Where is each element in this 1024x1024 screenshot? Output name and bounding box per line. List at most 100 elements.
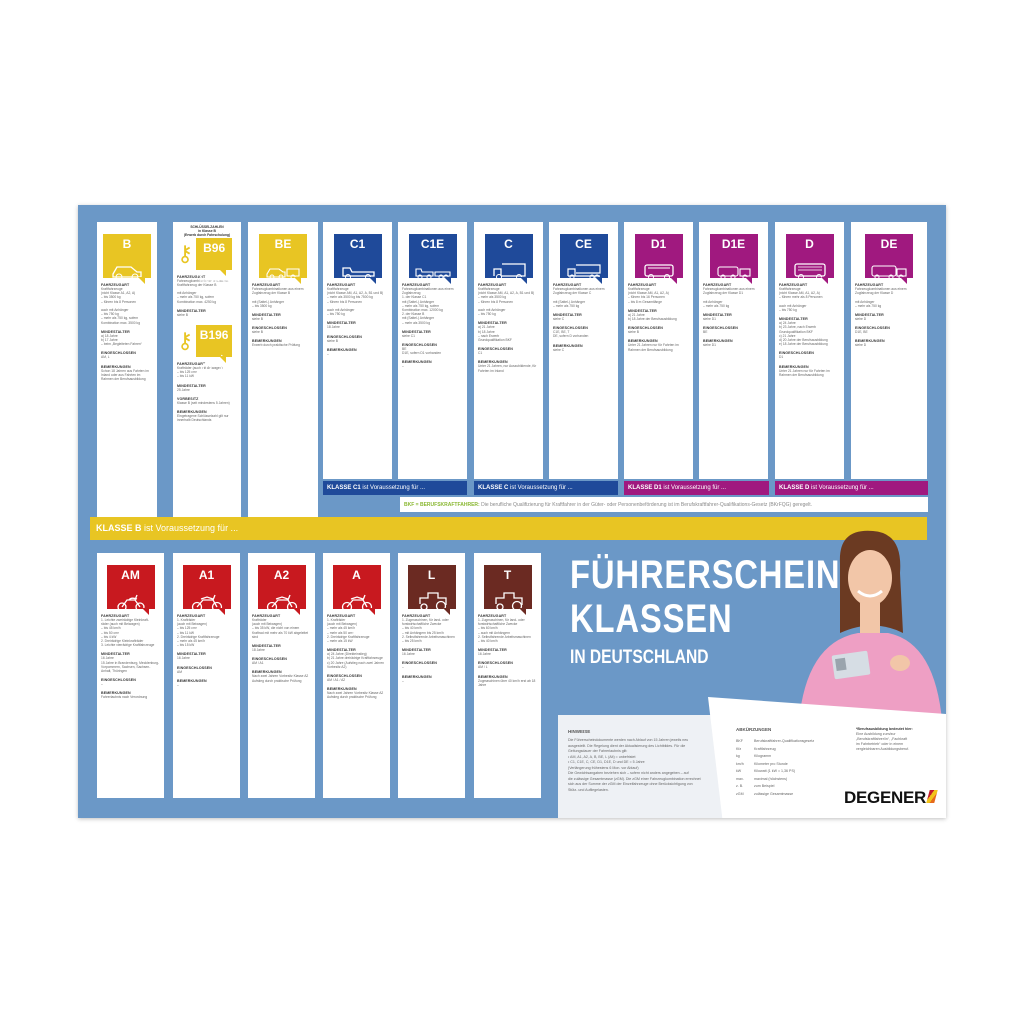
bemerkungen-text: – <box>177 682 179 687</box>
bemerkungen-label: BEMERKUNGEN <box>402 360 432 365</box>
bemerkungen-text: siehe D1 <box>703 343 717 348</box>
eingeschlossen-text: BE <box>703 330 708 335</box>
hinweis-line: Stütz- und Aufliegelasten. <box>568 787 609 792</box>
class-badge-D: D <box>785 234 834 284</box>
eingeschlossen-label: EINGESCHLOSSEN <box>252 657 287 662</box>
prerequisite-bar-klasse-d1: KLASSE D1 ist Voraussetzung für ... <box>624 481 769 495</box>
fahrzeugart-label: FAHRZEUGART <box>402 283 431 287</box>
key-icon: ⚷ <box>177 328 194 354</box>
mindestalter-text: siehe D1 <box>703 317 717 322</box>
footnote-line: im Fahrbetrieb“ oder in einem <box>856 742 904 746</box>
mindestalter-text: a) 24 Jahre b) 23 Jahre, nach Erwerb Gru… <box>779 321 828 347</box>
eingeschlossen-label: EINGESCHLOSSEN <box>628 326 663 331</box>
card-class-b96: SCHLÜSSELZAHLEN in Klasse B (Erwerb durc… <box>173 222 241 532</box>
fahrzeugart-b196-text: Krafträder (auch mit Beiwagen) – bis 125… <box>177 366 223 379</box>
abbreviation: Kfz <box>736 746 742 751</box>
bemerkungen-text: siehe C <box>553 347 565 352</box>
class-label: AM <box>121 568 140 582</box>
mindestalter-text: a) 21 Jahre b) 18 Jahre der Berufsausbil… <box>628 312 677 322</box>
fahrzeugart-label: FAHRZEUGART <box>252 614 281 618</box>
truck-trailer-icon <box>414 268 451 280</box>
class-badge-A1: A1 <box>182 565 231 615</box>
fahrzeugart-text: Fahrzeugkombinationen aus einem Zugfahrz… <box>703 287 755 308</box>
class-label: B96 <box>203 240 226 255</box>
class-label: A <box>352 568 361 582</box>
fahrzeugart-label: FAHRZEUGART <box>779 283 808 287</box>
bkf-note: BKF = BERUFSKRAFTFAHRER: Die berufliche … <box>400 497 928 512</box>
mindestalter-label: MINDESTALTER <box>855 313 884 318</box>
card-class-a: A FAHRZEUGART 1. Krafträder (auch mit Beiw… <box>323 553 390 798</box>
mindestalter-text: 16 Jahre <box>177 656 190 661</box>
fahrzeugart-text: 1. Zugmaschinen, für land- oder forstwir… <box>478 618 531 644</box>
car-icon <box>112 266 142 281</box>
mindestalter-label: MINDESTALTER <box>478 648 507 653</box>
abbreviations-panel: ABKÜRZUNGEN BKF Berufskraftfahrer-Qualifi… <box>708 697 946 818</box>
truck-icon <box>341 267 375 280</box>
card-class-be: BE FAHRZEUGART Fahrzeugkombinationen aus e… <box>248 222 318 532</box>
mindestalter-text: siehe C1 <box>402 333 416 338</box>
abbreviation: kW <box>736 769 742 773</box>
card-class-d: D FAHRZEUGART Kraftfahrzeuge (nicht Klasse… <box>775 222 844 479</box>
vorbesitz-label: VORBESITZ <box>177 396 199 401</box>
card-class-de: DE FAHRZEUGART Fahrzeugkombinationen aus e… <box>851 222 927 479</box>
class-badge-CE: CE <box>559 234 608 284</box>
mindestalter-label: MINDESTALTER <box>177 652 206 657</box>
mindestalter-text: siehe D <box>855 317 867 322</box>
fahrzeugart-label: FAHRZEUGART <box>478 283 507 287</box>
abbreviation-meaning: Kilogramm <box>754 754 772 758</box>
card-class-d1e: D1E FAHRZEUGART Fahrzeugkombinationen aus … <box>699 222 768 479</box>
eingeschlossen-label: EINGESCHLOSSEN <box>478 347 513 352</box>
mindestalter-label: MINDESTALTER <box>703 313 732 318</box>
bemerkungen-label: BEMERKUNGEN <box>779 364 809 369</box>
class-label: L <box>427 568 436 582</box>
bemerkungen-text: Nach zwei Jahren Vorbesitz Klasse A2 Auf… <box>252 674 309 683</box>
minibus-trailer-icon <box>716 266 751 280</box>
fahrzeugart-text: 1. Zugmaschinen, für land- oder forstwir… <box>402 618 455 644</box>
mindestalter-label: MINDESTALTER <box>553 313 582 318</box>
bemerkungen-text: Zugmaschinen über 40 km/h erst ab 18 Jah… <box>478 678 536 687</box>
class-label: C <box>504 237 513 251</box>
mindestalter-text: siehe B <box>177 312 188 317</box>
eingeschlossen-label: EINGESCHLOSSEN <box>177 665 212 670</box>
bemerkungen-b196-text: Eingetragene Schlüsselzahl gilt nur inne… <box>177 414 229 423</box>
hinweise-section: HINWEISE Die Führerscheindokumente werde… <box>568 729 708 793</box>
klasse-b-bar: KLASSE B ist Voraussetzung für ... <box>90 517 927 540</box>
class-badge-DE: DE <box>865 234 913 284</box>
card-class-c: C FAHRZEUGART Kraftfahrzeuge (nicht Klasse… <box>474 222 543 479</box>
title-line-2: KLASSEN <box>570 597 733 641</box>
mindestalter-label: MINDESTALTER <box>402 648 431 653</box>
bemerkungen-text: Fahrerlaubnis nach Verordnung <box>101 695 148 700</box>
eingeschlossen-text: BE D1E, sofern D1 vorhanden <box>402 347 442 356</box>
bar-key: KLASSE D <box>779 485 810 491</box>
bus-trailer-icon <box>871 265 907 280</box>
abbreviation-meaning: maximal (höchstens) <box>754 776 788 781</box>
class-label: T <box>503 568 512 582</box>
fahrzeugart-label: FAHRZEUGART <box>553 283 582 287</box>
bemerkungen-label: BEMERKUNGEN <box>855 339 885 344</box>
footnote-line: Eine Ausbildung zum/zur <box>856 732 896 736</box>
fahrzeugart-text: Fahrzeugkombinationen aus einem Kraftfah… <box>177 278 229 304</box>
class-badge-AM: AM <box>106 565 155 615</box>
abkuerzungen-title: ABKÜRZUNGEN <box>736 727 772 732</box>
key-badge-row: ⚷ B96 <box>177 237 237 284</box>
mindestalter-text: a) 21 Jahre b) 18 Jahre – nach Erwerb Gr… <box>478 325 512 343</box>
class-badge-C1: C1 <box>333 234 382 284</box>
mindestalter-label: MINDESTALTER <box>177 308 206 313</box>
card-class-a2: A2 FAHRZEUGART Krafträder (auch mit Beiwag… <box>248 553 315 798</box>
bemerkungen-label: BEMERKUNGEN <box>177 678 207 683</box>
bemerkungen-text: Unter 21 Jahren, nur Auszubildende, für … <box>478 364 537 373</box>
brand-flag-icon <box>926 790 938 803</box>
class-label: D1 <box>650 237 667 251</box>
eingeschlossen-text: – <box>402 665 404 670</box>
scooter-icon <box>116 594 145 612</box>
class-badge-T: T <box>483 565 532 615</box>
mindestalter-text: a) 24 Jahre (Direkteinstieg) b) 21 Jahre… <box>327 652 384 669</box>
abbreviation-meaning: Kraftfahrzeug <box>754 746 776 751</box>
card-class-ce: CE FAHRZEUGART Fahrzeugkombinationen aus e… <box>549 222 618 479</box>
mindestalter-label: MINDESTALTER <box>779 317 808 322</box>
class-badge-L: L <box>407 565 456 615</box>
bemerkungen-label: BEMERKUNGEN <box>628 339 658 344</box>
eingeschlossen-label: EINGESCHLOSSEN <box>402 661 437 666</box>
bemerkungen-label: BEMERKUNGEN <box>327 347 357 352</box>
abbreviation-row: km/h Kilometer pro Stunde <box>736 761 814 769</box>
